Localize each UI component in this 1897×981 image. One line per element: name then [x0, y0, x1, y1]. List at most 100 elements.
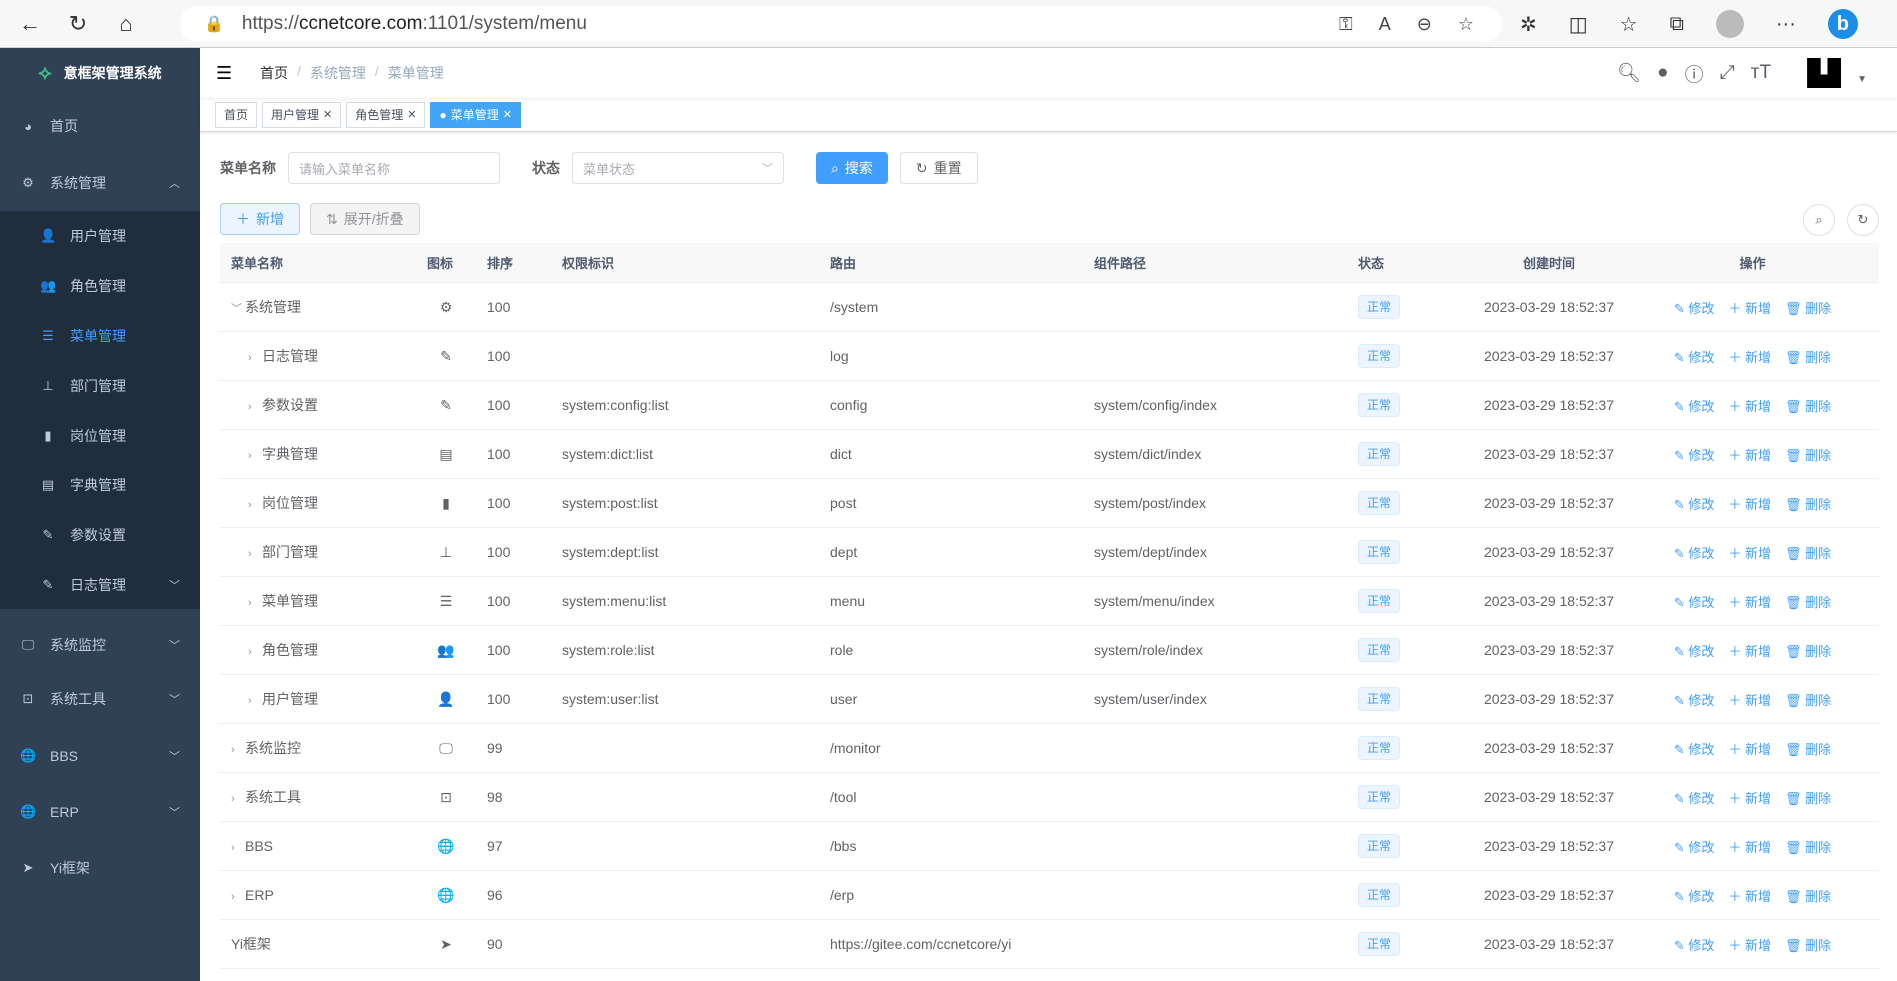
- close-icon[interactable]: ✕: [323, 109, 333, 121]
- refresh-button[interactable]: ↻: [1847, 204, 1879, 236]
- add-child-button[interactable]: ＋ 新增: [1728, 494, 1771, 513]
- zoom-out-icon[interactable]: ⊖: [1416, 13, 1432, 34]
- search-button[interactable]: ⌕ 搜索: [816, 152, 888, 184]
- delete-button[interactable]: 🗑︎ 删除: [1785, 837, 1831, 856]
- reset-button[interactable]: ↻ 重置: [899, 152, 978, 184]
- sidebar-item-monitor[interactable]: 🖵 系统监控 ﹀: [0, 617, 200, 673]
- edit-button[interactable]: ✎ 修改: [1674, 445, 1715, 464]
- sidebar-item-tool[interactable]: ⊡ 系统工具 ﹀: [0, 671, 200, 727]
- toggle-search-button[interactable]: ⌕: [1803, 204, 1835, 236]
- chevron-right-icon[interactable]: ›: [231, 744, 235, 756]
- sidebar-item-erp[interactable]: 🌐 ERP ﹀: [0, 784, 200, 840]
- sidebar-item-log[interactable]: ✎ 日志管理 ﹀: [0, 560, 200, 610]
- chevron-right-icon[interactable]: ›: [231, 793, 235, 805]
- add-child-button[interactable]: ＋ 新增: [1728, 298, 1771, 317]
- profile-avatar[interactable]: [1715, 10, 1744, 38]
- delete-button[interactable]: 🗑︎ 删除: [1785, 739, 1831, 758]
- delete-button[interactable]: 🗑︎ 删除: [1785, 690, 1831, 709]
- tag-menu[interactable]: ● 菜单管理 ✕: [430, 101, 521, 128]
- delete-button[interactable]: 🗑︎ 删除: [1785, 935, 1831, 954]
- sidebar-item-menu[interactable]: ☰ 菜单管理: [0, 311, 200, 361]
- home-icon[interactable]: ⌂: [119, 10, 133, 36]
- chevron-right-icon[interactable]: ›: [248, 352, 252, 364]
- favorite-add-icon[interactable]: ☆: [1457, 13, 1474, 34]
- edit-button[interactable]: ✎ 修改: [1674, 347, 1715, 366]
- delete-button[interactable]: 🗑︎ 删除: [1785, 543, 1831, 562]
- add-button[interactable]: ＋ 新增: [220, 203, 300, 235]
- more-icon[interactable]: ···: [1775, 12, 1796, 35]
- add-child-button[interactable]: ＋ 新增: [1728, 641, 1771, 660]
- add-child-button[interactable]: ＋ 新增: [1728, 445, 1771, 464]
- key-icon[interactable]: ⚿: [1339, 13, 1353, 34]
- extensions-icon[interactable]: ✲: [1520, 13, 1537, 36]
- add-child-button[interactable]: ＋ 新增: [1728, 837, 1771, 856]
- github-icon[interactable]: ●: [1657, 62, 1669, 83]
- delete-button[interactable]: 🗑︎ 删除: [1785, 494, 1831, 513]
- delete-button[interactable]: 🗑︎ 删除: [1785, 445, 1831, 464]
- tag-home[interactable]: 首页: [215, 101, 258, 128]
- edit-button[interactable]: ✎ 修改: [1674, 837, 1715, 856]
- edit-button[interactable]: ✎ 修改: [1674, 690, 1715, 709]
- refresh-icon[interactable]: ↻: [68, 10, 88, 36]
- delete-button[interactable]: 🗑︎ 删除: [1785, 788, 1831, 807]
- breadcrumb-item[interactable]: 首页: [260, 65, 288, 81]
- font-size-icon[interactable]: тT: [1750, 62, 1772, 83]
- delete-button[interactable]: 🗑︎ 删除: [1785, 641, 1831, 660]
- delete-button[interactable]: 🗑︎ 删除: [1785, 396, 1831, 415]
- menu-name-input[interactable]: 请输入菜单名称: [288, 152, 500, 184]
- edit-button[interactable]: ✎ 修改: [1674, 592, 1715, 611]
- chevron-right-icon[interactable]: ›: [248, 646, 252, 658]
- add-child-button[interactable]: ＋ 新增: [1728, 935, 1771, 954]
- delete-button[interactable]: 🗑︎ 删除: [1785, 886, 1831, 905]
- sidebar-item-system[interactable]: ⚙ 系统管理 ︿: [0, 155, 200, 211]
- help-icon[interactable]: ⓘ: [1684, 64, 1704, 86]
- chevron-right-icon[interactable]: ›: [248, 695, 252, 707]
- sidebar-item-dict[interactable]: ▤ 字典管理: [0, 460, 200, 510]
- sidebar-item-user[interactable]: 👤 用户管理: [0, 211, 200, 261]
- sidebar-item-dept[interactable]: ⊥ 部门管理: [0, 361, 200, 411]
- chevron-right-icon[interactable]: ›: [248, 401, 252, 413]
- chevron-right-icon[interactable]: ›: [231, 842, 235, 854]
- sidebar-logo[interactable]: ⟡ 意框架管理系统: [0, 48, 200, 98]
- add-child-button[interactable]: ＋ 新增: [1728, 739, 1771, 758]
- split-screen-icon[interactable]: ◫: [1568, 13, 1588, 36]
- add-child-button[interactable]: ＋ 新增: [1728, 886, 1771, 905]
- fullscreen-icon[interactable]: ⤢: [1719, 62, 1735, 83]
- chevron-right-icon[interactable]: ›: [231, 891, 235, 903]
- back-icon[interactable]: ←: [19, 10, 41, 36]
- status-select[interactable]: 菜单状态 ﹀: [572, 152, 784, 184]
- collections-icon[interactable]: ⧉: [1669, 12, 1684, 35]
- delete-button[interactable]: 🗑︎ 删除: [1785, 298, 1831, 317]
- edit-button[interactable]: ✎ 修改: [1674, 494, 1715, 513]
- delete-button[interactable]: 🗑︎ 删除: [1785, 592, 1831, 611]
- sidebar-item-bbs[interactable]: 🌐 BBS ﹀: [0, 728, 200, 784]
- sidebar-item-role[interactable]: 👥 角色管理: [0, 261, 200, 311]
- chevron-right-icon[interactable]: ›: [248, 548, 252, 560]
- add-child-button[interactable]: ＋ 新增: [1728, 347, 1771, 366]
- hamburger-icon[interactable]: ☰: [216, 62, 233, 83]
- edit-button[interactable]: ✎ 修改: [1674, 739, 1715, 758]
- tag-role[interactable]: 角色管理 ✕: [346, 101, 426, 128]
- tag-user[interactable]: 用户管理 ✕: [262, 101, 342, 128]
- edit-button[interactable]: ✎ 修改: [1674, 935, 1715, 954]
- sidebar-item-config[interactable]: ✎ 参数设置: [0, 510, 200, 560]
- favorites-icon[interactable]: ☆: [1619, 13, 1638, 36]
- add-child-button[interactable]: ＋ 新增: [1728, 788, 1771, 807]
- bing-icon[interactable]: b: [1827, 9, 1858, 39]
- add-child-button[interactable]: ＋ 新增: [1728, 543, 1771, 562]
- edit-button[interactable]: ✎ 修改: [1674, 886, 1715, 905]
- close-icon[interactable]: ✕: [407, 109, 417, 121]
- edit-button[interactable]: ✎ 修改: [1674, 641, 1715, 660]
- close-icon[interactable]: ✕: [502, 109, 512, 121]
- chevron-right-icon[interactable]: ›: [248, 499, 252, 511]
- expand-collapse-button[interactable]: ⇅ 展开/折叠: [310, 203, 420, 235]
- add-child-button[interactable]: ＋ 新增: [1728, 396, 1771, 415]
- chevron-right-icon[interactable]: ›: [248, 450, 252, 462]
- chevron-right-icon[interactable]: ›: [248, 597, 252, 609]
- edit-button[interactable]: ✎ 修改: [1674, 788, 1715, 807]
- address-bar[interactable]: 🔒 https://ccnetcore.com:1101/system/menu…: [180, 6, 1502, 42]
- search-icon[interactable]: 🔍︎: [1616, 63, 1642, 84]
- chevron-down-icon[interactable]: ﹀: [231, 303, 242, 315]
- sidebar-item-home[interactable]: ◕ 首页: [0, 98, 200, 154]
- user-avatar[interactable]: [1807, 58, 1842, 88]
